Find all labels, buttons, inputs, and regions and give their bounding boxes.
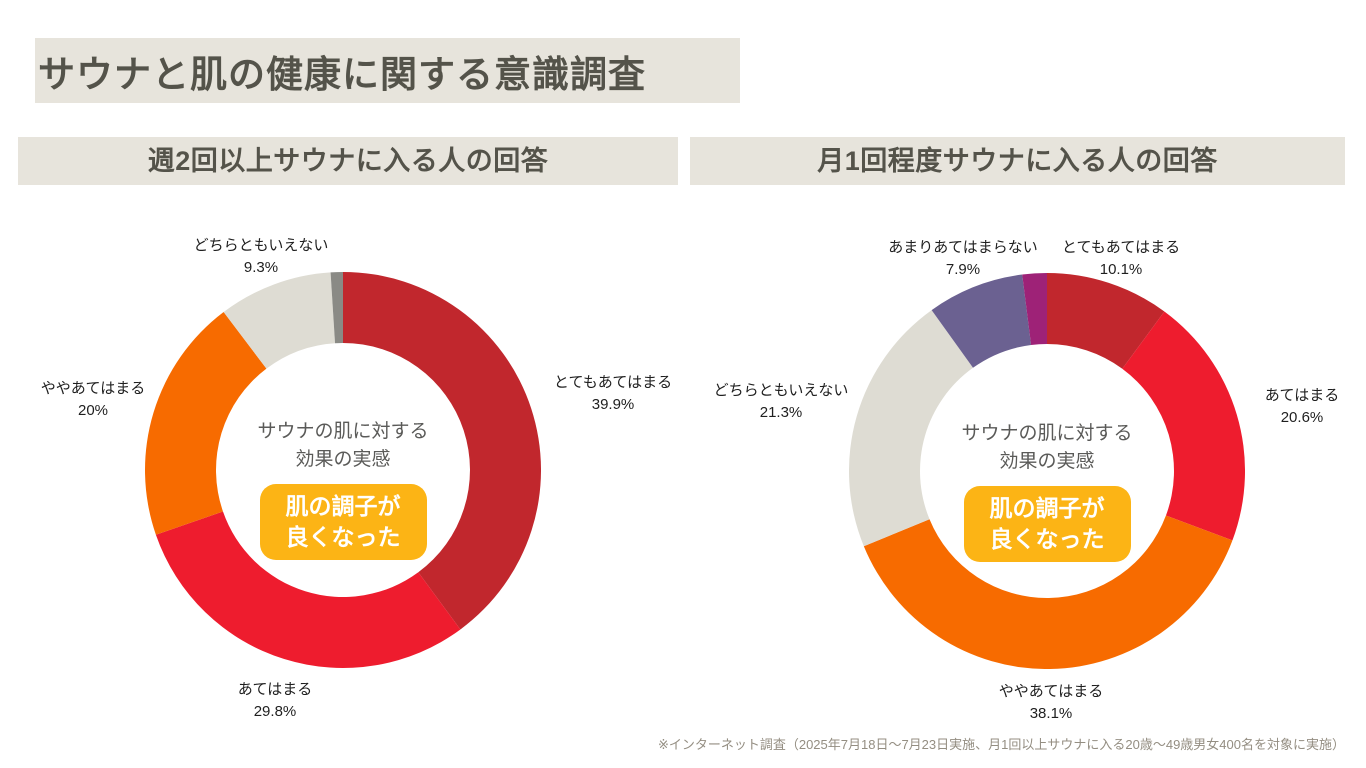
segment-label-applicable-weekly: あてはまる 29.8% xyxy=(238,679,312,723)
donut-segment-あてはまる xyxy=(1122,311,1245,541)
segment-label-pct: 7.9% xyxy=(945,260,981,278)
donut-center-badge: 肌の調子が 良くなった xyxy=(259,484,427,561)
segment-label-pct: 38.1% xyxy=(1029,704,1073,722)
page-title: サウナと肌の健康に関する意識調査 xyxy=(38,53,646,95)
segment-label-pct: 21.3% xyxy=(759,403,803,421)
segment-label-text: ややあてはまる xyxy=(998,683,1104,700)
donut-segment-あてはまる xyxy=(155,511,461,668)
segment-label-text: ややあてはまる xyxy=(40,380,146,397)
segment-label-not-much-applicable-monthly: あまりあてはまらない 7.9% xyxy=(888,237,1037,281)
segment-label-text: あまりあてはまらない xyxy=(888,239,1038,256)
donut-segment-ややあてはまる xyxy=(863,515,1233,669)
segment-label-pct: 39.9% xyxy=(591,395,635,413)
segment-label-text: あてはまる xyxy=(237,681,313,698)
donut-chart-monthly xyxy=(849,273,1245,669)
donut-segment-sliver xyxy=(1022,273,1047,345)
segment-label-neutral-weekly: どちらともいえない 9.3% xyxy=(194,235,329,279)
segment-label-pct: 20% xyxy=(77,401,109,419)
donut-center-monthly: サウナの肌に対する 効果の実感 肌の調子が 良くなった xyxy=(917,420,1177,563)
donut-center-caption: サウナの肌に対する 効果の実感 xyxy=(257,421,429,470)
segment-label-pct: 20.6% xyxy=(1280,408,1324,426)
donut-segment-とてもあてはまる xyxy=(1047,273,1165,369)
segment-label-applicable-monthly: あてはまる 20.6% xyxy=(1265,385,1339,429)
donut-chart-weekly xyxy=(145,272,541,668)
segment-label-pct: 10.1% xyxy=(1099,260,1143,278)
donut-segment-あまりあてはまらない xyxy=(931,274,1032,368)
chart-title-weekly: 週2回以上サウナに入る人の回答 xyxy=(18,137,678,185)
donut-segment-sliver xyxy=(330,272,343,344)
donut-segment-どちらともいえない xyxy=(223,272,336,369)
donut-segment-ややあてはまる xyxy=(145,312,267,535)
segment-label-pct: 9.3% xyxy=(243,258,279,276)
segment-label-very-applicable-monthly: とてもあてはまる 10.1% xyxy=(1062,237,1180,281)
segment-label-text: とてもあてはまる xyxy=(1061,239,1181,256)
donut-center-weekly: サウナの肌に対する 効果の実感 肌の調子が 良くなった xyxy=(213,418,473,561)
segment-label-somewhat-applicable-weekly: ややあてはまる 20% xyxy=(41,378,145,422)
segment-label-text: あてはまる xyxy=(1264,387,1340,404)
segment-label-somewhat-applicable-monthly: ややあてはまる 38.1% xyxy=(999,681,1103,725)
donut-segment-どちらともいえない xyxy=(849,310,973,547)
segment-label-very-applicable-weekly: とてもあてはまる 39.9% xyxy=(554,372,672,416)
donut-center-caption: サウナの肌に対する 効果の実感 xyxy=(961,423,1133,472)
segment-label-text: とてもあてはまる xyxy=(553,374,673,391)
donut-center-badge: 肌の調子が 良くなった xyxy=(963,486,1131,563)
main-title-banner: サウナと肌の健康に関する意識調査 xyxy=(35,38,740,103)
segment-label-pct: 29.8% xyxy=(253,702,297,720)
segment-label-text: どちらともいえない xyxy=(713,382,849,399)
survey-footnote: ※インターネット調査（2025年7月18日〜7月23日実施、月1回以上サウナに入… xyxy=(657,737,1345,752)
chart-title-monthly: 月1回程度サウナに入る人の回答 xyxy=(690,137,1345,185)
donut-segment-とてもあてはまる xyxy=(343,272,541,630)
segment-label-neutral-monthly: どちらともいえない 21.3% xyxy=(714,380,849,424)
segment-label-text: どちらともいえない xyxy=(193,237,329,254)
